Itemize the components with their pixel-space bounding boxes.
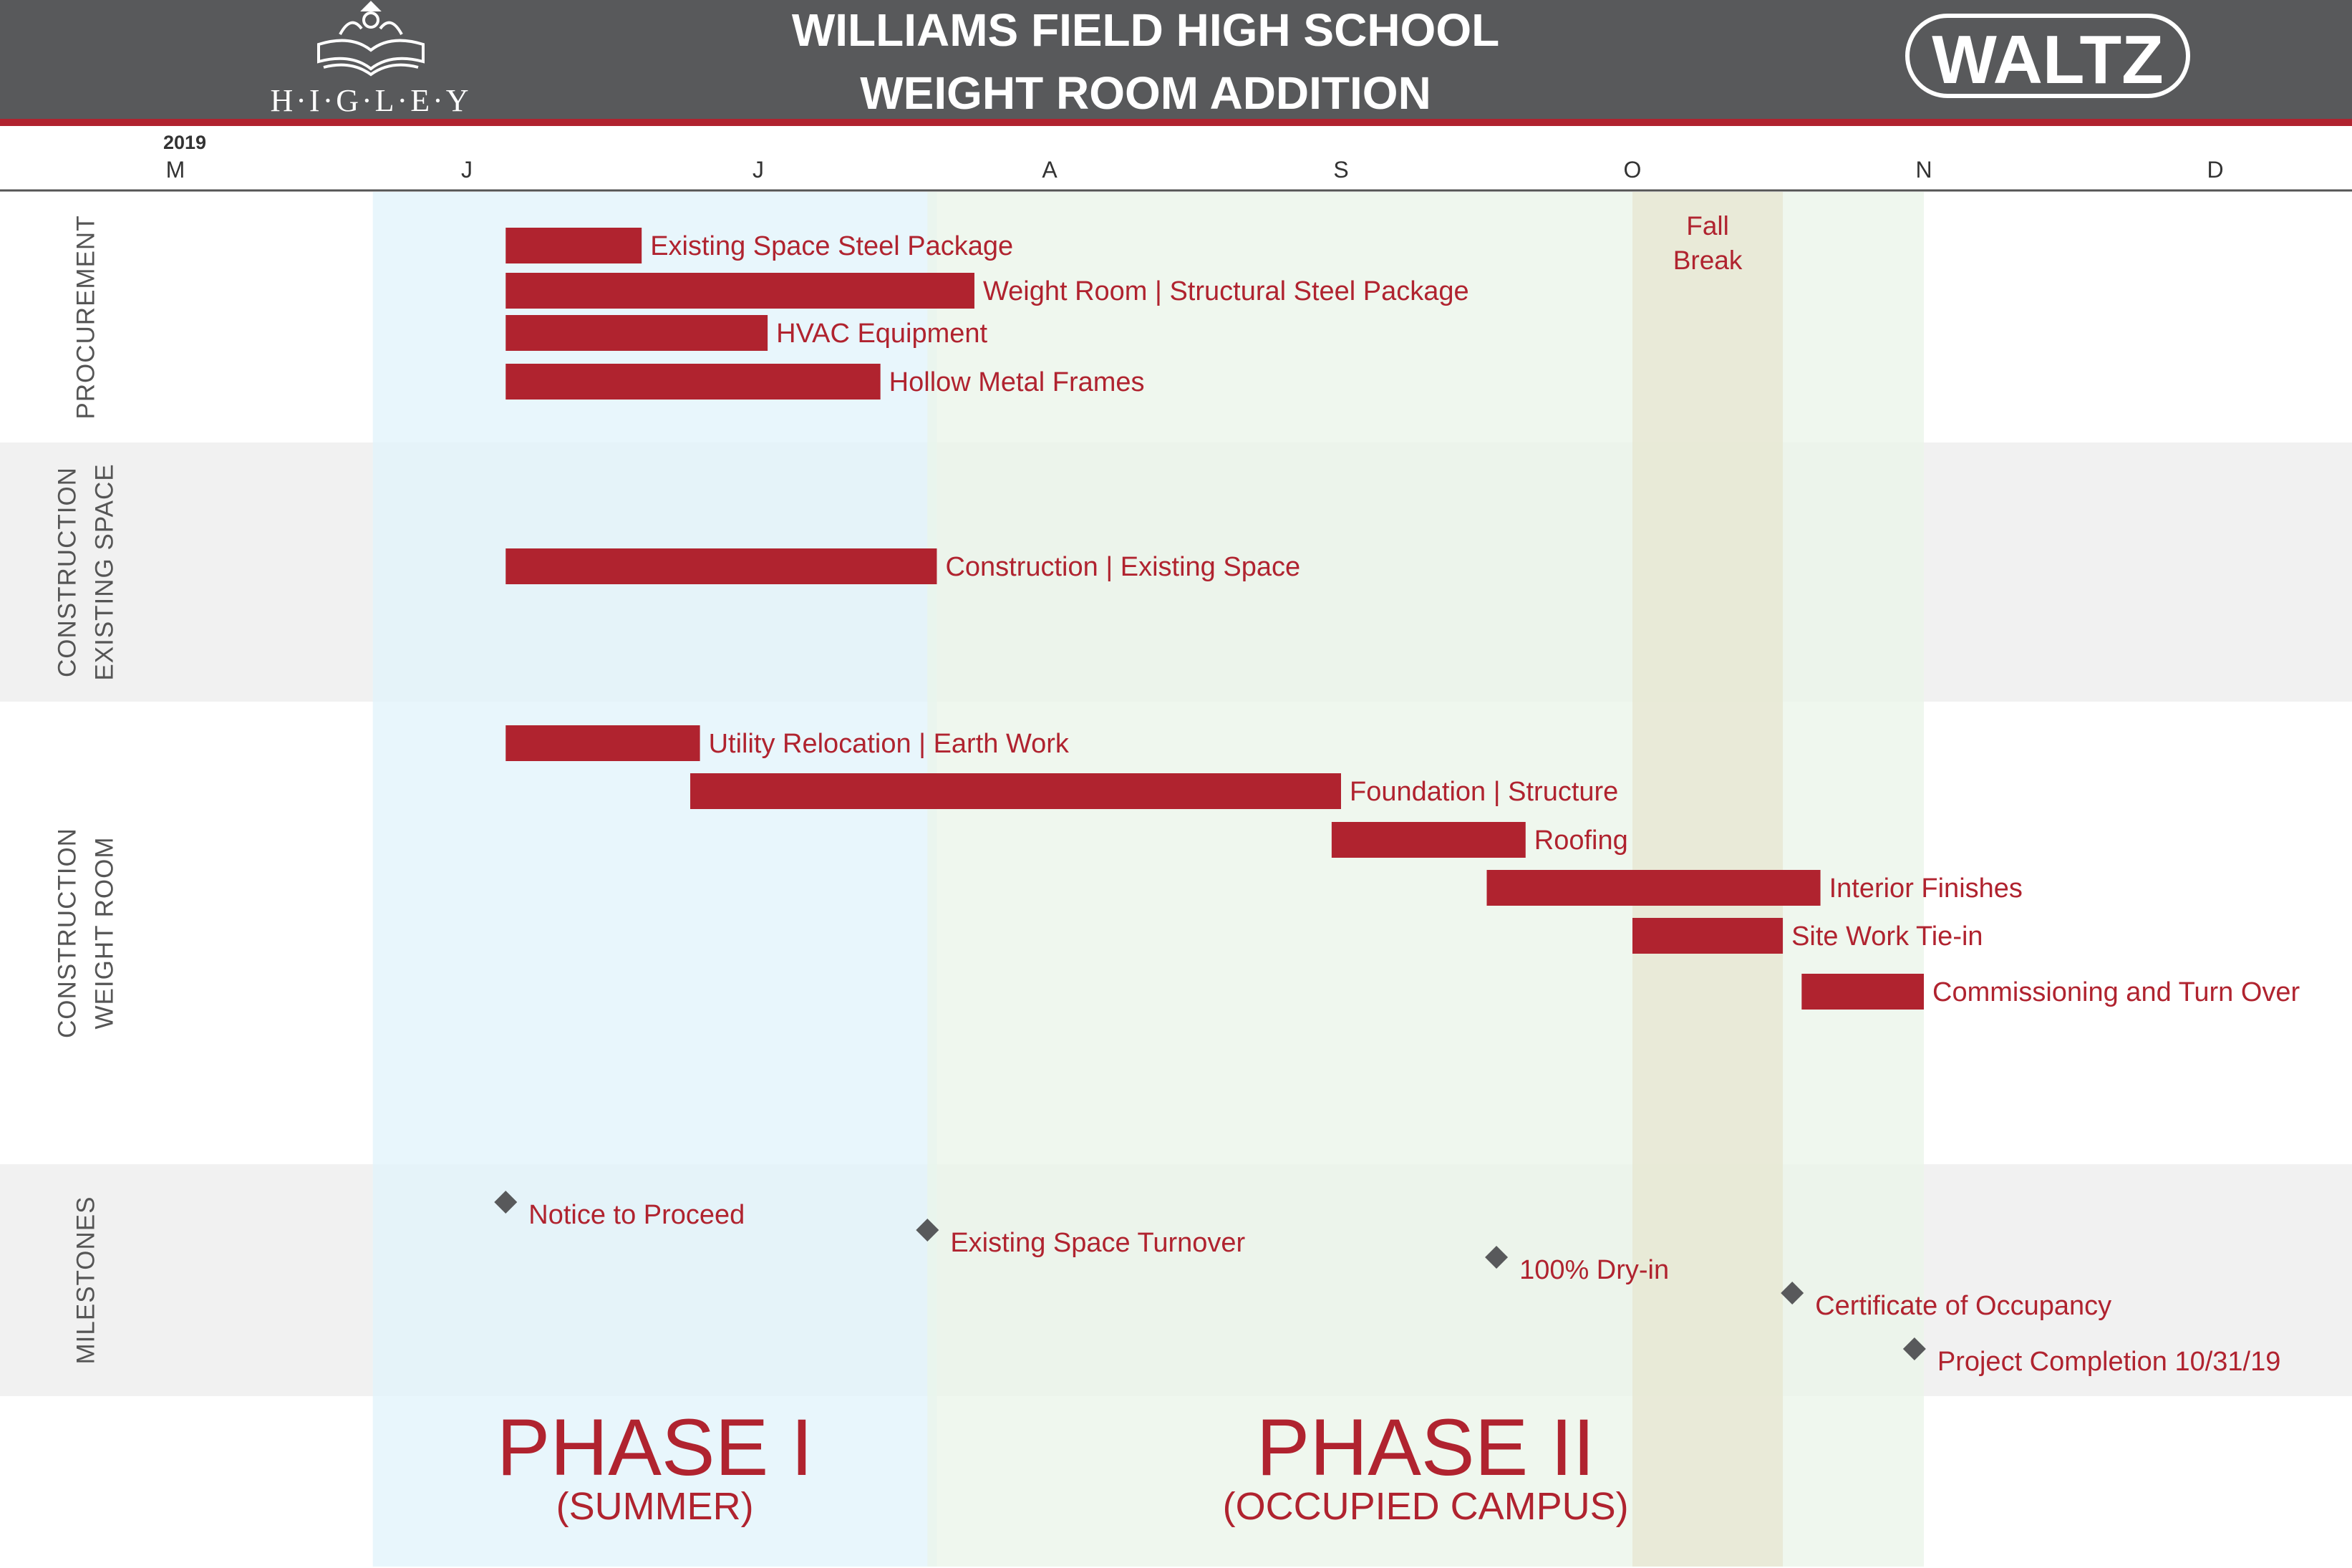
milestone-label: Notice to Proceed — [528, 1200, 745, 1230]
page-title-line1: WILLIAMS FIELD HIGH SCHOOL — [792, 4, 1499, 56]
task-label: Weight Room | Structural Steel Package — [983, 276, 1469, 306]
category-label: CONSTRUCTION — [53, 467, 81, 677]
page-title-line2: WEIGHT ROOM ADDITION — [860, 67, 1431, 119]
task-bar — [1801, 974, 1924, 1010]
month-tick-label: J — [461, 157, 473, 183]
task-bar — [505, 273, 974, 309]
milestone-label: Project Completion 10/31/19 — [1937, 1347, 2281, 1377]
task-label: Site Work Tie-in — [1791, 921, 1983, 952]
task-bar — [690, 773, 1341, 809]
task-bar — [505, 364, 881, 400]
waltz-logo: WALTZ — [1905, 14, 2190, 98]
category-label: PROCUREMENT — [72, 215, 100, 419]
task-bar — [1331, 822, 1526, 858]
category-label: CONSTRUCTION — [53, 828, 81, 1038]
task-bar — [505, 725, 700, 761]
waltz-logo-text: WALTZ — [1932, 21, 2163, 98]
milestones: Notice to Proceed Existing Space Turnover… — [494, 1191, 2280, 1377]
higley-logo: H·I·G·L·E·Y — [271, 1, 472, 118]
task-bar — [505, 315, 768, 351]
fall-break-label: Fall — [1686, 211, 1729, 241]
task-label: Utility Relocation | Earth Work — [709, 729, 1070, 759]
task-bar — [505, 548, 937, 584]
milestone-label: Certificate of Occupancy — [1815, 1291, 2111, 1321]
milestone-diamond-icon — [1485, 1246, 1509, 1269]
phase-title: PHASE I — [497, 1403, 813, 1492]
milestone-diamond-icon — [1902, 1337, 1926, 1360]
task-label: Existing Space Steel Package — [650, 231, 1013, 261]
task-bar — [505, 228, 642, 263]
task-label: Construction | Existing Space — [945, 552, 1300, 582]
task-label: Roofing — [1534, 826, 1628, 856]
milestone-label: 100% Dry-in — [1519, 1255, 1669, 1285]
category-labels: PROCUREMENT CONSTRUCTION EXISTING SPACE CON… — [53, 215, 118, 1364]
category-label: MILESTONES — [72, 1196, 100, 1365]
milestone-diamond-icon — [1781, 1282, 1804, 1305]
category-label: WEIGHT ROOM — [90, 837, 118, 1030]
header-accent-line — [0, 119, 2352, 126]
task-bar — [1486, 870, 1821, 906]
category-label: EXISTING SPACE — [90, 463, 118, 680]
month-tick-label: N — [1915, 157, 1932, 183]
phase-subtitle: (OCCUPIED CAMPUS) — [1223, 1485, 1629, 1528]
task-label: Commissioning and Turn Over — [1932, 977, 2300, 1007]
task-bar — [1632, 918, 1784, 954]
phase-labels: PHASE I(SUMMER) PHASE II(OCCUPIED CAMPUS) — [497, 1403, 1629, 1528]
month-tick-label: O — [1624, 157, 1642, 183]
milestone-diamond-icon — [494, 1191, 518, 1214]
phase-background — [372, 192, 937, 1567]
month-tick-label: J — [752, 157, 764, 183]
phase-subtitle: (SUMMER) — [556, 1485, 754, 1528]
month-tick-label: A — [1042, 157, 1058, 183]
book-icon — [317, 1, 425, 77]
timescale: 2019 M J J A S O N D — [163, 132, 2224, 183]
milestone-diamond-icon — [916, 1219, 939, 1242]
fall-break-label: Break — [1673, 246, 1743, 275]
year-label: 2019 — [163, 132, 206, 153]
task-label: Hollow Metal Frames — [889, 367, 1145, 397]
waltz-logo-frame — [1905, 14, 2190, 98]
month-tick-label: S — [1333, 157, 1348, 183]
month-tick-label: M — [166, 157, 185, 183]
task-label: Foundation | Structure — [1350, 777, 1618, 807]
month-tick-label: D — [2207, 157, 2223, 183]
phase-title: PHASE II — [1257, 1403, 1595, 1492]
milestone-label: Existing Space Turnover — [950, 1228, 1245, 1258]
higley-logo-text: H·I·G·L·E·Y — [271, 83, 472, 118]
task-label: Interior Finishes — [1829, 873, 2023, 904]
task-label: HVAC Equipment — [776, 319, 987, 349]
task-bars: Existing Space Steel Package Weight Room … — [505, 228, 2300, 1010]
